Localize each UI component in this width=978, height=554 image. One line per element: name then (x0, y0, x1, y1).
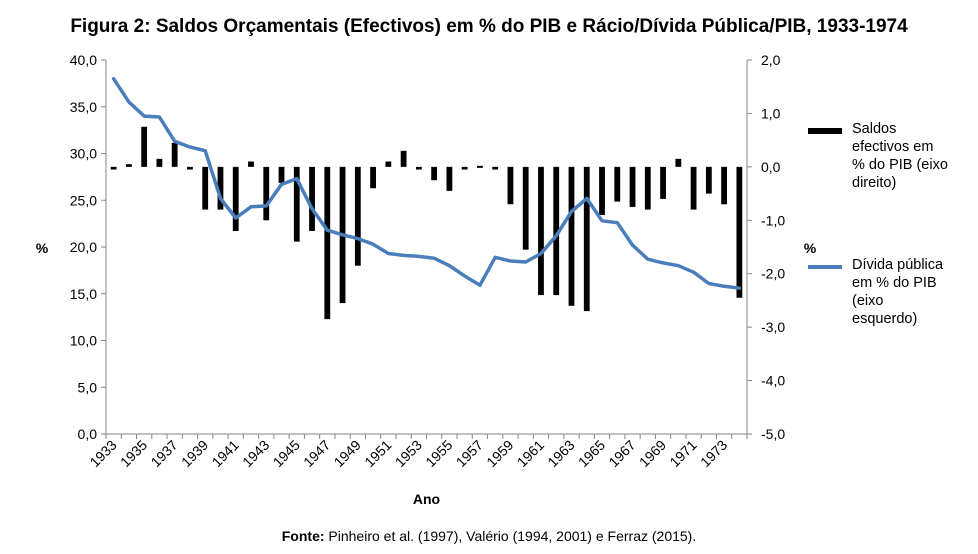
right-tick-label: 2,0 (761, 52, 781, 68)
x-tick-label: 1959 (483, 437, 516, 470)
x-tick-label: 1969 (636, 437, 669, 470)
balance-bar (278, 166, 285, 183)
left-tick-label: 25,0 (70, 192, 97, 208)
x-axis-title: Ano (413, 491, 440, 507)
balance-bar (324, 166, 331, 320)
balance-bar (125, 164, 132, 167)
balance-bar (614, 166, 621, 202)
legend: Saldos efectivos em % do PIB (eixo direi… (788, 120, 948, 328)
x-tick-label: 1967 (605, 437, 638, 470)
right-axis-title: % (804, 240, 817, 256)
right-tick-label: -4,0 (761, 373, 785, 389)
balance-bar (309, 166, 315, 231)
balance-bar (354, 166, 361, 266)
balance-bar (522, 166, 529, 250)
balance-bar (217, 166, 224, 210)
x-tick-label: 1951 (361, 437, 394, 470)
x-tick-label: 1953 (392, 437, 425, 470)
balance-bar (415, 166, 422, 170)
balance-bar (492, 166, 499, 170)
x-tick-label: 1943 (239, 437, 272, 470)
balance-bar (385, 161, 392, 167)
legend-item-balances: Saldos efectivos em % do PIB (eixo direi… (788, 120, 948, 192)
balance-bar (690, 166, 697, 210)
balance-bar (156, 158, 163, 167)
x-tick-label: 1957 (453, 437, 486, 470)
chart-title: Figura 2: Saldos Orçamentais (Efectivos)… (70, 16, 908, 37)
right-tick-label: 0,0 (761, 159, 781, 175)
balance-bar (431, 166, 438, 181)
legend-line-swatch (808, 265, 842, 269)
x-tick-label: 1949 (331, 437, 364, 470)
balance-bar (538, 166, 544, 296)
balance-bar (736, 166, 743, 298)
right-tick-label: -3,0 (761, 319, 785, 335)
balance-bar (553, 166, 560, 296)
balance-bar (400, 150, 407, 167)
right-tick-label: -2,0 (761, 266, 785, 282)
legend-label-balances: Saldos efectivos em % do PIB (eixo direi… (852, 121, 948, 191)
balance-bar (660, 166, 666, 199)
x-tick-label: 1965 (575, 437, 608, 470)
left-tick-label: 15,0 (70, 286, 97, 302)
legend-label-debt: Dívida pública em % do PIB (eixo esquerd… (852, 257, 944, 327)
source-prefix: Fonte: (281, 528, 325, 544)
x-tick-label: 1947 (300, 437, 333, 470)
left-tick-label: 40,0 (70, 52, 97, 68)
left-tick-label: 20,0 (70, 239, 97, 255)
x-tick-label: 1973 (697, 437, 730, 470)
x-tick-label: 1945 (270, 437, 303, 470)
debt-line (111, 76, 742, 290)
balance-bar (293, 166, 300, 242)
balance-bar (629, 166, 636, 207)
balance-bar (110, 166, 117, 170)
legend-bar-swatch (808, 128, 842, 134)
x-tick-label: 1971 (666, 437, 699, 470)
source-text: Pinheiro et al. (1997), Valério (1994, 2… (328, 528, 697, 544)
balance-bar (675, 158, 682, 167)
x-tick-label: 1939 (178, 437, 211, 470)
balance-bar (141, 126, 148, 167)
balance-bar (507, 166, 514, 205)
x-tick-label: 1941 (209, 437, 242, 470)
x-tick-label: 1937 (147, 437, 180, 470)
x-tick-label: 1961 (514, 437, 547, 470)
legend-item-debt: Dívida pública em % do PIB (eixo esquerd… (788, 256, 948, 328)
source-note: Fonte: Pinheiro et al. (1997), Valério (… (0, 528, 978, 544)
balance-bar (232, 166, 239, 231)
left-tick-label: 10,0 (70, 333, 97, 349)
x-tick-label: 1935 (117, 437, 150, 470)
balance-bar (263, 166, 270, 221)
x-tick-label: 1963 (544, 437, 577, 470)
balance-bar (599, 166, 605, 215)
balance-bar (644, 166, 651, 210)
right-tick-label: 1,0 (761, 105, 781, 121)
balance-bar (568, 166, 575, 306)
balance-bar (171, 142, 178, 167)
left-tick-label: 5,0 (78, 379, 98, 395)
x-tick-label: 1955 (422, 437, 455, 470)
left-tick-label: 30,0 (70, 146, 97, 162)
left-tick-label: 0,0 (78, 426, 98, 442)
left-axis-title: % (36, 240, 49, 256)
left-tick-label: 35,0 (70, 99, 97, 115)
balance-bar (370, 166, 376, 189)
balance-bar (477, 165, 483, 168)
balance-bar (705, 166, 712, 194)
balance-bar (446, 166, 453, 191)
right-tick-label: -5,0 (761, 426, 785, 442)
right-tick-label: -1,0 (761, 212, 785, 228)
balance-bar (187, 166, 193, 170)
balance-bar (248, 161, 254, 167)
balance-bar (721, 166, 728, 205)
balance-bar (461, 166, 468, 170)
balance-bar (202, 166, 209, 210)
balance-bar (583, 166, 590, 312)
